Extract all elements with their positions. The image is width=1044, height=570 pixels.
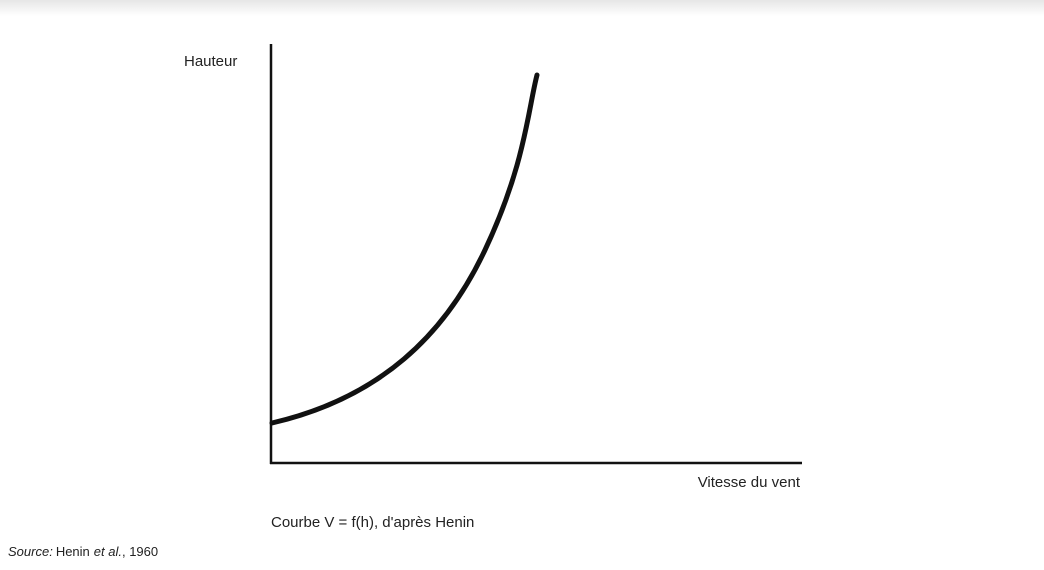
x-axis-label: Vitesse du vent — [698, 474, 801, 491]
source-author: Henin — [56, 544, 90, 559]
source-year: , 1960 — [122, 544, 158, 559]
source-etal: et al. — [94, 544, 122, 559]
top-shade — [0, 0, 1044, 16]
caption: Courbe V = f(h), d'après Henin — [271, 514, 474, 531]
y-axis-label: Hauteur — [184, 53, 237, 70]
source: Source: Henin et al., 1960 — [8, 544, 158, 559]
source-prefix: Source: — [8, 544, 53, 559]
curve — [269, 72, 540, 426]
